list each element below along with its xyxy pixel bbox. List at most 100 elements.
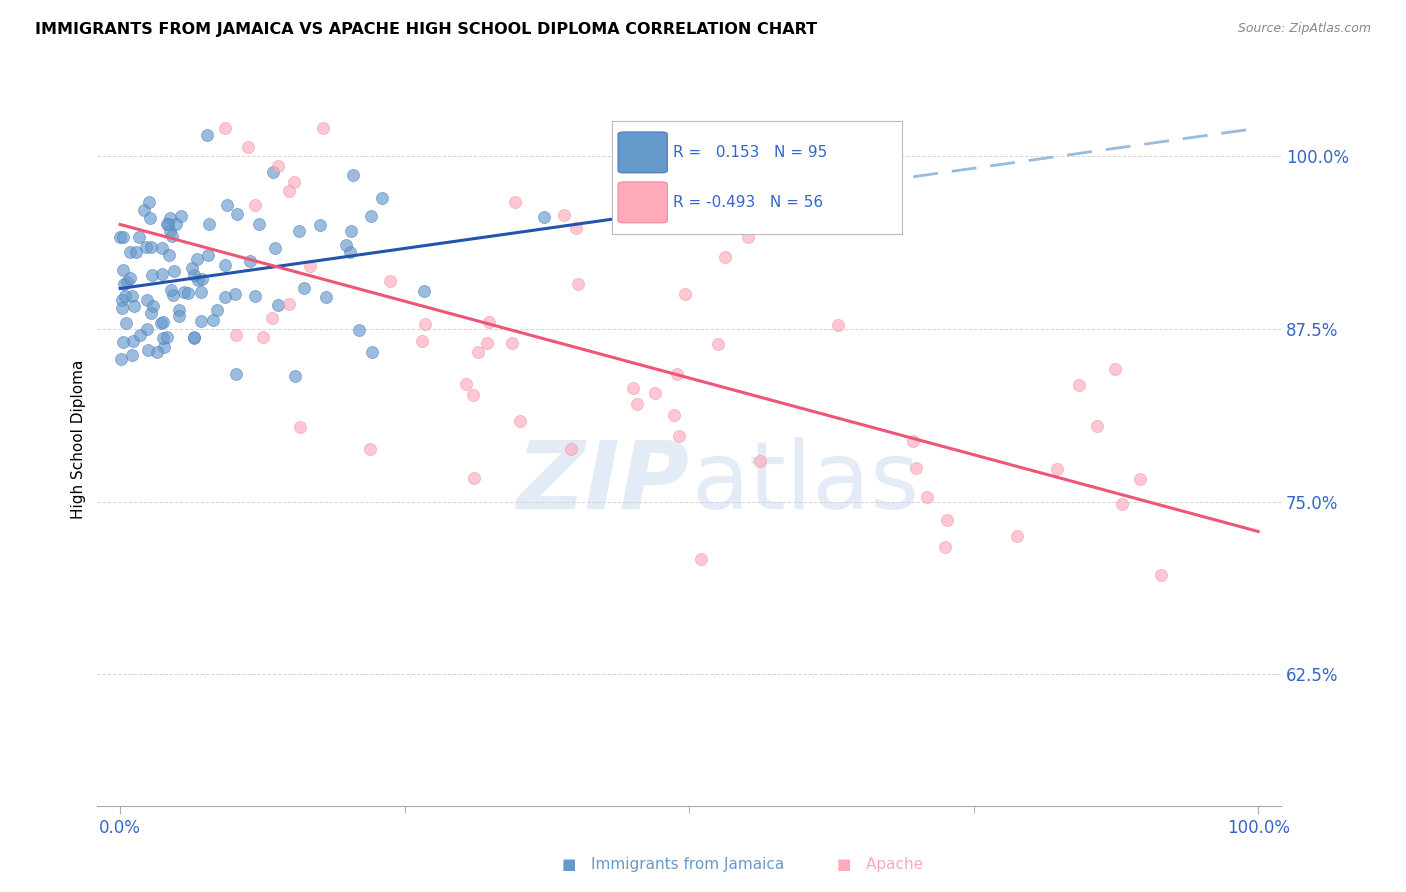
Point <box>150 241 173 255</box>
Point <box>278 184 301 198</box>
Point <box>917 491 939 505</box>
Point <box>114 289 136 303</box>
Point <box>181 260 204 275</box>
Point <box>111 301 134 316</box>
Point <box>214 121 236 136</box>
Point <box>138 211 160 225</box>
Point <box>413 285 436 299</box>
Point <box>565 221 588 235</box>
Point <box>411 334 433 348</box>
Point <box>463 471 485 485</box>
Point <box>478 315 501 329</box>
Point <box>626 397 648 411</box>
Text: ■   Apache: ■ Apache <box>837 857 922 872</box>
Point <box>1069 378 1091 392</box>
Text: atlas: atlas <box>692 437 920 529</box>
Point <box>621 381 644 395</box>
Point <box>134 203 156 218</box>
Point <box>737 230 759 244</box>
Point <box>156 217 179 231</box>
Point <box>553 207 575 221</box>
Point <box>349 323 371 337</box>
Point <box>560 442 582 457</box>
Point <box>1111 497 1133 511</box>
Point <box>118 271 141 285</box>
Point <box>1085 419 1108 434</box>
Point <box>167 309 190 323</box>
Point <box>292 281 315 295</box>
Point <box>157 248 180 262</box>
Point <box>668 429 690 443</box>
Point <box>1104 362 1126 376</box>
Point <box>714 251 737 265</box>
Point <box>238 140 260 154</box>
Point <box>159 211 181 225</box>
Point <box>122 334 145 348</box>
Point <box>167 302 190 317</box>
Point <box>243 289 266 303</box>
Point <box>260 310 283 325</box>
Point <box>111 230 134 244</box>
Point <box>146 345 169 359</box>
Point <box>129 328 152 343</box>
Point <box>360 344 382 359</box>
Text: Source: ZipAtlas.com: Source: ZipAtlas.com <box>1237 22 1371 36</box>
Point <box>153 340 176 354</box>
Point <box>112 277 135 291</box>
Point <box>156 217 179 231</box>
Point <box>288 225 311 239</box>
Point <box>533 210 555 224</box>
Point <box>160 283 183 297</box>
Point <box>135 240 157 254</box>
Point <box>191 272 214 286</box>
Point <box>183 268 205 282</box>
Point <box>224 287 246 301</box>
Point <box>339 244 361 259</box>
Point <box>149 317 172 331</box>
Point <box>262 164 284 178</box>
Point <box>195 128 218 143</box>
Point <box>461 387 484 401</box>
Point <box>197 248 219 262</box>
Point <box>935 513 957 527</box>
Point <box>159 224 181 238</box>
Point <box>264 241 287 255</box>
Point <box>1005 529 1028 543</box>
Point <box>666 368 689 382</box>
Point <box>315 290 337 304</box>
Point <box>371 191 394 205</box>
Point <box>467 344 489 359</box>
Point <box>205 302 228 317</box>
Point <box>503 195 526 210</box>
Point <box>173 285 195 299</box>
Point <box>501 335 523 350</box>
Point <box>225 207 247 221</box>
Point <box>380 274 402 288</box>
Point <box>567 277 589 291</box>
Point <box>644 386 666 401</box>
Point <box>136 321 159 335</box>
Point <box>1046 462 1069 476</box>
Point <box>905 460 928 475</box>
Point <box>152 331 174 345</box>
Point <box>454 376 477 391</box>
Point <box>202 312 225 326</box>
Point <box>111 335 134 350</box>
Point <box>121 289 143 303</box>
Point <box>214 290 236 304</box>
Point <box>160 228 183 243</box>
Point <box>186 252 208 266</box>
Point <box>675 287 697 301</box>
Point <box>165 217 187 231</box>
Point <box>111 293 134 308</box>
Y-axis label: High School Diploma: High School Diploma <box>72 359 86 519</box>
Point <box>1129 472 1152 486</box>
Point <box>664 408 686 422</box>
Point <box>247 217 270 231</box>
Point <box>150 267 173 281</box>
Text: ZIP: ZIP <box>516 437 689 529</box>
Point <box>139 240 162 254</box>
Point <box>267 298 290 312</box>
Point <box>187 273 209 287</box>
Point <box>118 244 141 259</box>
